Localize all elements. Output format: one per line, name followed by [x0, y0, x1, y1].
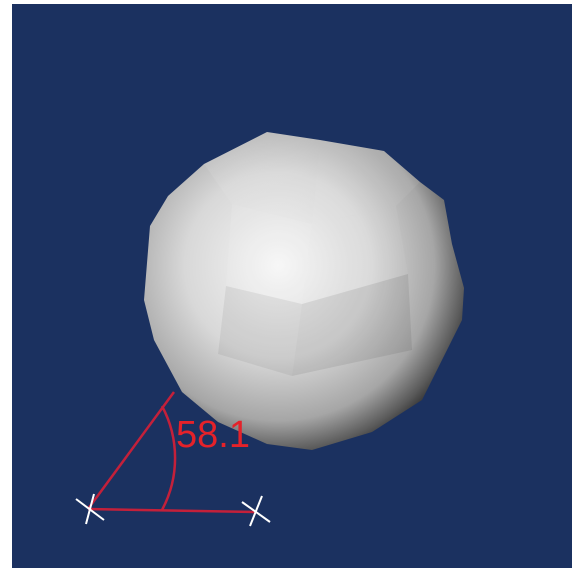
sphere-facet [292, 274, 412, 376]
measure-handle-right[interactable] [241, 495, 271, 527]
sphere-facet [226, 204, 312, 304]
angle-label: 58.1 [176, 414, 250, 456]
scene-canvas[interactable] [12, 4, 572, 568]
angle-measurement[interactable] [86, 391, 257, 514]
measure-arc [160, 405, 177, 511]
measure-line-b [87, 507, 257, 514]
handle-cross [85, 493, 95, 525]
measure-handle-left[interactable] [75, 493, 105, 525]
3d-viewport[interactable]: 58.1 [12, 4, 572, 568]
sphere-facet [204, 132, 320, 224]
sphere-mesh[interactable] [144, 132, 464, 450]
handle-cross [249, 495, 263, 527]
sphere-facet [218, 286, 302, 376]
sphere-facet [302, 206, 408, 304]
measure-line-a [86, 391, 176, 510]
sphere-facet [312, 140, 420, 224]
sphere-silhouette [144, 132, 464, 450]
